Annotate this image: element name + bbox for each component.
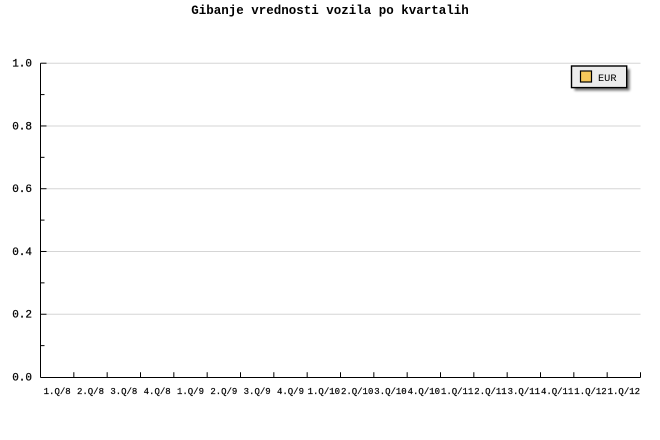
svg-text:1.Q/11: 1.Q/11 (441, 387, 473, 397)
svg-text:1.Q/12: 1.Q/12 (574, 387, 606, 397)
svg-text:1.Q/8: 1.Q/8 (44, 387, 71, 397)
svg-text:0.0: 0.0 (12, 373, 32, 385)
svg-text:EUR: EUR (598, 73, 617, 85)
svg-text:3.Q/8: 3.Q/8 (110, 387, 137, 397)
svg-text:4.Q/10: 4.Q/10 (408, 387, 440, 397)
svg-text:1.Q/9: 1.Q/9 (177, 387, 204, 397)
svg-text:0.2: 0.2 (12, 310, 32, 322)
svg-text:2.Q/11: 2.Q/11 (474, 387, 506, 397)
svg-text:3.Q/9: 3.Q/9 (244, 387, 271, 397)
svg-text:0.8: 0.8 (12, 121, 32, 133)
svg-text:3.Q/10: 3.Q/10 (374, 387, 406, 397)
svg-text:2.Q/10: 2.Q/10 (341, 387, 373, 397)
svg-text:3.Q/11: 3.Q/11 (508, 387, 540, 397)
svg-text:4.Q/11: 4.Q/11 (541, 387, 573, 397)
svg-text:4.Q/8: 4.Q/8 (144, 387, 171, 397)
svg-text:2.Q/8: 2.Q/8 (77, 387, 104, 397)
svg-text:1.0: 1.0 (12, 59, 32, 71)
svg-text:1.Q/10: 1.Q/10 (308, 387, 340, 397)
svg-text:1.Q/12: 1.Q/12 (608, 387, 640, 397)
svg-text:4.Q/9: 4.Q/9 (277, 387, 304, 397)
svg-text:0.6: 0.6 (12, 184, 32, 196)
svg-text:2.Q/9: 2.Q/9 (210, 387, 237, 397)
svg-text:0.4: 0.4 (12, 247, 32, 259)
